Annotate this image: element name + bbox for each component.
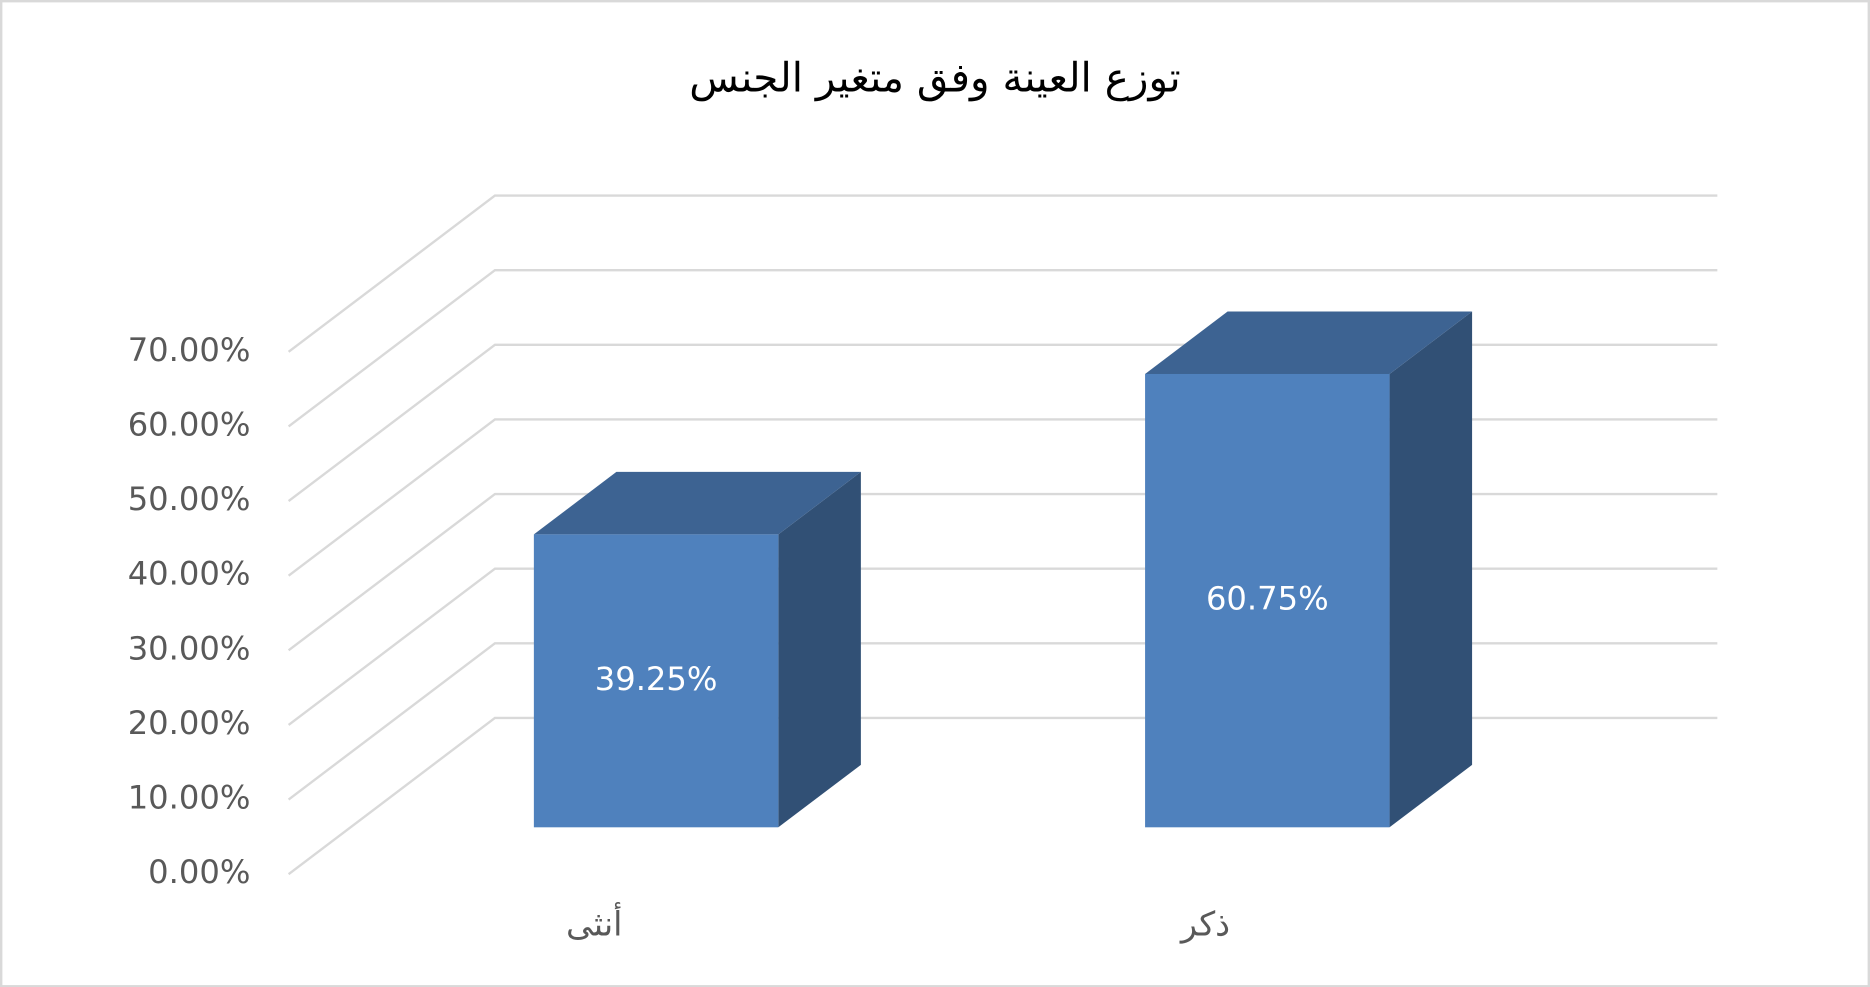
bar-side <box>1389 311 1473 828</box>
y-tick-label: 30.00% <box>128 629 251 667</box>
bar-side <box>778 471 861 828</box>
y-tick-label: 40.00% <box>128 555 251 593</box>
bar <box>1145 373 1390 828</box>
bar <box>533 534 779 828</box>
y-tick-label: 10.00% <box>128 779 251 817</box>
y-tick-label: 20.00% <box>128 704 251 742</box>
x-tick-label: ذكر <box>1179 905 1230 945</box>
value-label: 60.75% <box>1206 580 1329 618</box>
chart-title: توزع العينة وفق متغير الجنس <box>689 54 1180 103</box>
bar-top <box>1145 311 1473 374</box>
y-tick-label: 50.00% <box>128 480 251 518</box>
x-tick-label: أنثى <box>566 903 622 944</box>
grid-line <box>287 269 1718 428</box>
y-tick-label: 70.00% <box>128 331 251 369</box>
bar-top <box>533 471 861 535</box>
value-label: 39.25% <box>595 660 718 698</box>
y-tick-label: 60.00% <box>128 405 251 443</box>
grid-line <box>287 194 1718 353</box>
y-tick-label: 0.00% <box>148 853 250 891</box>
